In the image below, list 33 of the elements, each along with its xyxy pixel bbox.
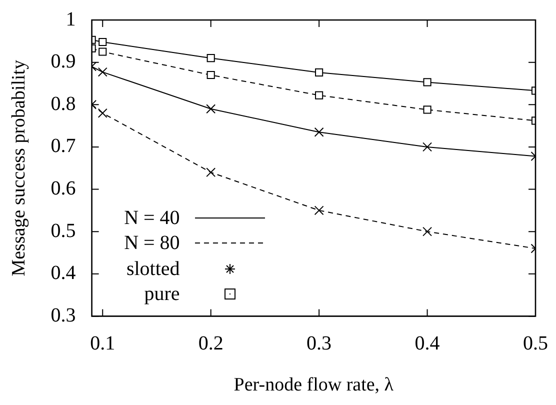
- x-tick-label: 0.3: [306, 332, 332, 354]
- y-tick-label: 0.5: [50, 220, 76, 242]
- x-tick-label: 0.1: [90, 332, 116, 354]
- point: [423, 106, 432, 114]
- point: [98, 38, 107, 46]
- annotation: N = 80: [124, 232, 180, 254]
- point: [314, 127, 324, 137]
- y-axis-title: Message success probability: [8, 59, 30, 276]
- point: [314, 206, 324, 216]
- y-tick-label: 0.7: [50, 135, 76, 158]
- point: [98, 48, 107, 56]
- point: [422, 226, 432, 236]
- y-tick-label: 0.9: [50, 50, 76, 73]
- y-tick-label: 0.4: [50, 262, 76, 284]
- point: [206, 54, 215, 62]
- point: [315, 91, 324, 100]
- annotation: pure: [144, 283, 180, 306]
- y-tick-label: 1: [66, 8, 76, 30]
- annotation: N = 40: [124, 206, 180, 229]
- x-tick-label: 0.4: [414, 332, 440, 354]
- x-tick-label: 0.5: [523, 332, 548, 354]
- y-tick-label: 0.6: [50, 178, 76, 200]
- point: [206, 104, 216, 114]
- point: [422, 142, 432, 152]
- annotation: slotted: [126, 258, 180, 280]
- point: [206, 168, 216, 178]
- y-tick-label: 0.8: [50, 92, 76, 115]
- point: [423, 78, 432, 86]
- x-tick-label: 0.2: [198, 332, 224, 354]
- x-axis-title: Per-node flow rate, λ: [234, 374, 394, 396]
- point: [206, 70, 215, 80]
- point: [315, 68, 324, 77]
- y-tick-label: 0.3: [50, 304, 76, 326]
